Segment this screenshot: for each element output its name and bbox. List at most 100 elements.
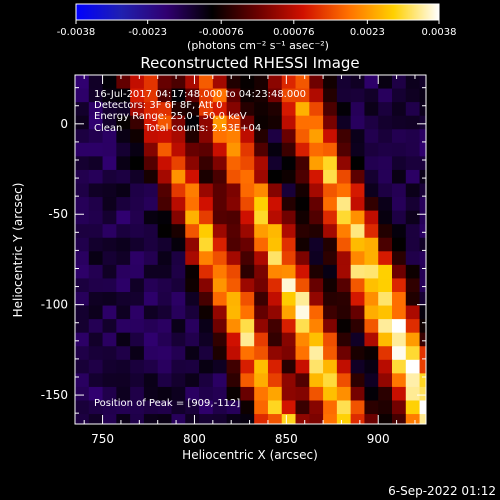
heatmap-cell bbox=[267, 88, 283, 103]
heatmap-cell bbox=[199, 88, 214, 103]
heatmap-cell bbox=[392, 400, 407, 415]
heatmap-cell bbox=[88, 210, 104, 225]
heatmap-cell bbox=[267, 264, 283, 280]
heatmap-cell bbox=[116, 129, 131, 144]
heatmap-cell bbox=[350, 142, 366, 157]
heatmap-cell bbox=[364, 169, 379, 185]
heatmap-cell bbox=[212, 278, 228, 293]
heatmap-cell bbox=[226, 386, 241, 402]
heatmap-cell bbox=[336, 319, 352, 334]
x-axis-label: Heliocentric X (arcsec) bbox=[182, 448, 318, 462]
heatmap-cell bbox=[102, 224, 117, 239]
heatmap-cell bbox=[378, 291, 393, 307]
heatmap-cell bbox=[226, 129, 241, 144]
heatmap-cell bbox=[102, 373, 117, 388]
heatmap-cell bbox=[226, 210, 241, 225]
heatmap-cell bbox=[88, 359, 104, 374]
heatmap-cell bbox=[419, 319, 426, 334]
heatmap-cell bbox=[392, 88, 407, 103]
heatmap-cell bbox=[240, 169, 255, 185]
heatmap-cell bbox=[254, 197, 269, 212]
heatmap-cell bbox=[102, 156, 117, 171]
heatmap-cell bbox=[364, 346, 379, 361]
heatmap-cell bbox=[116, 386, 131, 402]
heatmap-cell bbox=[392, 386, 407, 402]
x-tick-label: 900 bbox=[367, 432, 390, 446]
heatmap-cell bbox=[309, 264, 324, 280]
heatmap-cell bbox=[75, 373, 90, 388]
heatmap-cell bbox=[143, 305, 159, 320]
heatmap-cell bbox=[419, 115, 426, 130]
heatmap-cell bbox=[102, 414, 117, 424]
heatmap-cell bbox=[323, 197, 338, 212]
colorbar-ticks: -0.0038 -0.0023 -0.00076 0.00076 0.0023 0.003… bbox=[57, 20, 457, 38]
heatmap-cell bbox=[254, 359, 269, 374]
heatmap-cell bbox=[309, 224, 324, 239]
heatmap-cell bbox=[102, 115, 117, 130]
heatmap-cell bbox=[378, 115, 393, 130]
heatmap-cell bbox=[323, 115, 338, 130]
heatmap-cell bbox=[419, 305, 426, 320]
heatmap-cell bbox=[212, 197, 228, 212]
heatmap-cell bbox=[309, 183, 324, 198]
heatmap-cell bbox=[88, 319, 104, 334]
heatmap-cell bbox=[185, 332, 200, 347]
heatmap-cell bbox=[116, 197, 131, 212]
y-tick-label: -50 bbox=[48, 207, 68, 221]
heatmap-cell bbox=[336, 115, 352, 130]
heatmap-cell bbox=[267, 305, 283, 320]
heatmap-cell bbox=[171, 169, 186, 185]
heatmap-cell bbox=[323, 346, 338, 361]
heatmap-cell bbox=[199, 75, 214, 90]
heatmap-cell bbox=[405, 264, 421, 280]
heatmap-cell bbox=[309, 75, 324, 90]
heatmap-cell bbox=[171, 251, 186, 266]
heatmap-cell bbox=[350, 386, 366, 402]
heatmap-cell bbox=[102, 386, 117, 402]
heatmap-cell bbox=[240, 251, 255, 266]
heatmap-cell bbox=[171, 197, 186, 212]
heatmap-cell bbox=[350, 156, 366, 171]
heatmap-cell bbox=[254, 264, 269, 280]
heatmap-cell bbox=[309, 359, 324, 374]
heatmap-cell bbox=[405, 346, 421, 361]
heatmap-cell bbox=[295, 305, 310, 320]
heatmap-cell bbox=[185, 237, 200, 252]
heatmap-cell bbox=[364, 237, 379, 252]
heatmap-cell bbox=[226, 169, 241, 185]
heatmap-cell bbox=[267, 373, 283, 388]
heatmap-cell bbox=[392, 359, 407, 374]
heatmap-cell bbox=[405, 359, 421, 374]
heatmap-cell bbox=[295, 88, 310, 103]
heatmap-cell bbox=[75, 346, 90, 361]
heatmap-cell bbox=[364, 129, 379, 144]
heatmap-cell bbox=[75, 197, 90, 212]
heatmap-cell bbox=[350, 319, 366, 334]
heatmap-cell bbox=[336, 414, 352, 424]
heatmap-cell bbox=[88, 332, 104, 347]
heatmap-cell bbox=[405, 251, 421, 266]
y-axis-label: Heliocentric Y (arcsec) bbox=[11, 183, 25, 318]
heatmap-cell bbox=[336, 210, 352, 225]
colorbar-tick-label: 0.0038 bbox=[422, 27, 457, 38]
heatmap-cell bbox=[212, 237, 228, 252]
heatmap-cell bbox=[212, 129, 228, 144]
heatmap-cell bbox=[323, 156, 338, 171]
heatmap-cell bbox=[157, 346, 173, 361]
heatmap-cell bbox=[309, 197, 324, 212]
heatmap-cell bbox=[295, 102, 310, 117]
heatmap-cell bbox=[336, 142, 352, 157]
heatmap-cell bbox=[226, 75, 241, 90]
heatmap-cell bbox=[102, 251, 117, 266]
heatmap-cell bbox=[254, 414, 269, 424]
heatmap-cell bbox=[267, 224, 283, 239]
heatmap-cell bbox=[392, 169, 407, 185]
heatmap-cell bbox=[199, 102, 214, 117]
heatmap-cell bbox=[240, 197, 255, 212]
heatmap-cell bbox=[116, 75, 131, 90]
heatmap-cell bbox=[171, 346, 186, 361]
heatmap-cell bbox=[281, 373, 297, 388]
heatmap-cell bbox=[295, 115, 310, 130]
heatmap-cell bbox=[405, 156, 421, 171]
heatmap-cell bbox=[295, 237, 310, 252]
